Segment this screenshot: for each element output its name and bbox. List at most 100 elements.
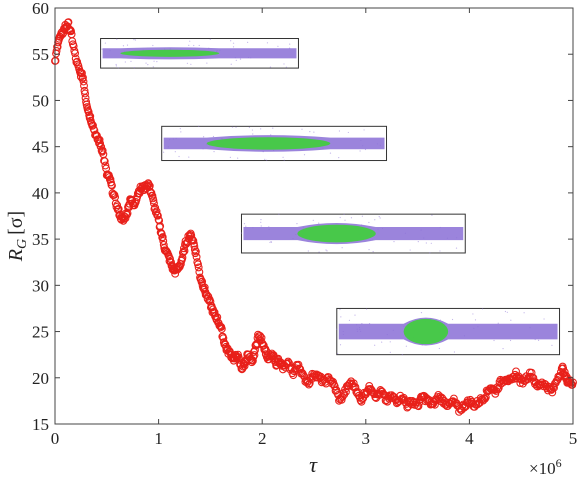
data-point <box>436 392 444 401</box>
data-point <box>149 196 158 205</box>
inset-dot <box>379 217 381 219</box>
data-point <box>152 207 161 216</box>
inset-dot <box>359 150 361 152</box>
inset-dot <box>145 62 147 64</box>
inset-dot <box>231 126 234 128</box>
inset-dot <box>307 250 309 252</box>
inset-dot <box>190 63 192 65</box>
inset-dot <box>502 348 504 350</box>
inset-dot <box>318 222 320 224</box>
inset-dot <box>283 159 285 161</box>
inset-dot <box>240 232 243 234</box>
data-point <box>480 394 489 403</box>
data-point <box>356 396 365 405</box>
inset-dot <box>472 313 474 315</box>
inset-dot <box>174 151 176 153</box>
inset-dot <box>260 128 262 130</box>
data-point <box>559 364 568 373</box>
data-point <box>144 180 153 189</box>
inset-dot <box>420 312 423 314</box>
data-point <box>430 400 439 409</box>
inset-dot <box>451 318 454 321</box>
data-point <box>256 331 265 340</box>
inset-core <box>206 137 331 150</box>
data-point <box>166 254 174 263</box>
inset-dot <box>389 341 391 343</box>
y-tick-label: 40 <box>32 184 49 203</box>
data-point <box>550 383 558 392</box>
data-point <box>93 131 101 140</box>
inset-dot <box>124 61 126 63</box>
y-tick-label: 50 <box>32 91 49 110</box>
data-point <box>101 161 110 170</box>
inset-dot <box>133 39 135 41</box>
inset-dot <box>329 152 332 154</box>
data-point <box>98 146 107 155</box>
x-axis: 0 1 2 3 4 5 <box>51 8 577 448</box>
series-rg <box>51 18 577 416</box>
data-point <box>194 260 202 269</box>
data-point <box>484 386 493 395</box>
data-point <box>178 253 187 262</box>
inset-dot <box>247 41 249 44</box>
data-point <box>240 361 249 370</box>
inset-dot <box>245 225 247 227</box>
data-point <box>100 157 109 166</box>
data-point <box>71 49 79 58</box>
data-point <box>158 233 167 242</box>
inset-dot <box>122 45 125 47</box>
data-point <box>250 351 259 359</box>
inset-dot <box>338 130 341 132</box>
inset-dot <box>133 67 135 69</box>
inset-dot <box>339 344 342 346</box>
inset-dot <box>347 131 349 134</box>
data-point <box>97 142 106 151</box>
inset-dot <box>269 66 272 68</box>
inset-dot <box>188 44 190 46</box>
data-point <box>248 356 257 365</box>
inset-dot <box>363 129 365 131</box>
data-point <box>217 325 226 333</box>
inset-dot <box>313 131 315 133</box>
data-point <box>305 379 314 388</box>
inset-dot <box>209 38 211 40</box>
y-tick-label: 15 <box>32 415 49 434</box>
inset-dot <box>474 319 477 321</box>
data-point <box>96 139 105 148</box>
inset-dot <box>213 151 215 153</box>
data-point <box>79 73 87 82</box>
data-point <box>67 27 76 36</box>
snapshot-inset-3 <box>240 213 466 254</box>
inset-dot <box>278 213 280 215</box>
y-tick-label: 25 <box>32 323 49 342</box>
inset-dot <box>115 63 117 66</box>
data-point <box>113 201 122 210</box>
data-point <box>68 37 77 46</box>
inset-dot <box>506 311 508 313</box>
inset-dot <box>117 67 119 69</box>
inset-dot <box>326 250 328 252</box>
inset-dot <box>523 312 525 314</box>
inset-core <box>120 49 220 57</box>
data-point <box>191 247 200 256</box>
data-point <box>79 77 88 86</box>
y-tick-label: 35 <box>32 230 49 249</box>
inset-dot <box>439 250 441 252</box>
data-point <box>84 108 93 117</box>
inset-dot <box>344 219 346 221</box>
inset-dot <box>152 44 154 47</box>
inset-dot <box>438 347 440 350</box>
inset-dot <box>126 44 129 46</box>
inset-dot <box>198 44 200 47</box>
inset-dot <box>206 62 208 64</box>
inset-dot <box>104 42 107 44</box>
snapshot-inset-2 <box>161 125 388 162</box>
data-point <box>149 199 158 208</box>
inset-dot <box>101 48 103 50</box>
inset-dot <box>266 42 269 44</box>
inset-dot <box>429 252 431 254</box>
data-point <box>121 214 130 223</box>
inset-dot <box>289 43 291 45</box>
data-point <box>560 368 569 376</box>
inset-dot <box>116 38 118 40</box>
